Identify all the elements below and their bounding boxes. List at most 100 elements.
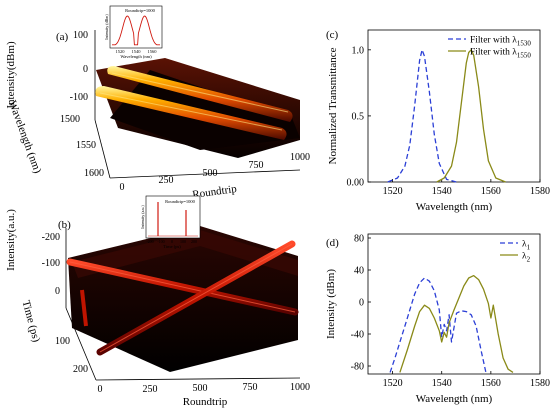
panel-b-y-axis-line	[65, 307, 97, 381]
panel-a-ridge-highlight	[111, 72, 289, 113]
panel-b-inset-xlabel: Time (ps)	[163, 244, 181, 249]
x-tick-label: 1560	[481, 378, 501, 389]
x-tick-label: 1520	[383, 378, 403, 389]
panel-b-pulse-highlight-2	[99, 243, 293, 353]
series-line-2	[399, 274, 514, 373]
panel-d-xlabel: Wavelength (nm)	[416, 393, 493, 405]
panel-d-ticks: 1520 1540 1560 1580 80 40 0 -40 -80	[351, 234, 550, 390]
panel-b-y-label: Time (ps)	[20, 299, 43, 344]
legend-label: Filter with λ1550	[470, 48, 531, 60]
y-tick-label: 0.5	[352, 111, 365, 122]
panel-a-inset-ylabel: Intensity (dBm)	[104, 14, 109, 40]
panel-b-inset-x-tick: -200	[146, 239, 153, 244]
panel-b-tick: 0	[55, 286, 60, 297]
panel-b-surface-back	[72, 230, 298, 278]
legend-label: Filter with λ1530	[470, 36, 531, 48]
legend-label: λ2	[522, 252, 531, 264]
panel-b-x-label: Roundtrip	[183, 396, 228, 408]
panel-a-z-tick: 0	[83, 64, 88, 75]
panel-d-series	[389, 274, 514, 373]
panel-a-inset: Roundtrip=1000 Intensity (dBm) 1520 1540…	[104, 5, 163, 59]
panel-a-ridge-lower	[95, 86, 287, 140]
x-tick-label: 1540	[432, 378, 452, 389]
panel-c-xlabel: Wavelength (nm)	[416, 201, 493, 213]
series-line-1	[389, 277, 487, 373]
panel-a-ridge-upper	[107, 66, 293, 122]
panel-b-inset: Roundtrip=1000 Intensity (a.u.) -200 -10…	[140, 195, 201, 249]
panel-a-x-tick: 0	[120, 182, 125, 193]
y-tick-label: -40	[351, 330, 364, 341]
panel-c-ticks: 1520 1540 1560 1580 0.00 0.5 1.0	[347, 45, 550, 197]
panel-a-inset-x-tick: 1540	[132, 49, 142, 54]
panel-b-tick: 100	[55, 336, 70, 347]
panel-a-inset-spectrum	[112, 15, 160, 46]
panel-a: 100 0 -100 1500 1550 1600 0 250 500 750 …	[5, 5, 310, 201]
panel-c-series	[387, 49, 506, 183]
panel-b-pulse-stub	[80, 289, 88, 327]
x-tick-label: 1580	[530, 186, 550, 197]
panel-a-y-tick: 1600	[84, 168, 104, 179]
panel-b-pulse-highlight-1	[69, 261, 296, 313]
panel-b-x-tick: 750	[243, 382, 258, 393]
panel-a-inset-annotation: Roundtrip=1000	[125, 8, 156, 13]
series-line-2	[436, 49, 506, 183]
y-tick-label: 0.00	[347, 178, 365, 189]
panel-c: (c) Wavelength (nm) Normalized Transmitt…	[326, 29, 550, 213]
panel-b-inset-x-tick: -100	[157, 239, 164, 244]
panel-b-inset-annotation: Roundtrip=1000	[165, 199, 196, 204]
panel-a-y-tick: 1550	[76, 140, 96, 151]
panel-b-tick: 200	[73, 364, 88, 375]
panel-c-ylabel: Normalized Transmittance	[327, 47, 339, 164]
panel-b-inset-x-tick: 200	[191, 239, 197, 244]
panel-d: (d) Wavelength (nm) Intensity (dBm) 1520…	[325, 234, 550, 406]
panel-b-inset-ylabel: Intensity (a.u.)	[140, 205, 145, 229]
panel-b-x-tick: 250	[143, 384, 158, 395]
series-line-1	[387, 49, 457, 183]
y-tick-label: 40	[354, 266, 364, 277]
x-tick-label: 1520	[383, 186, 403, 197]
panel-a-ridge-highlight	[99, 92, 283, 131]
panel-b-x-axis-line	[95, 377, 301, 381]
x-tick-label: 1560	[481, 186, 501, 197]
panel-b-x-tick: 0	[98, 384, 103, 395]
panel-d-ylabel: Intensity (dBm)	[325, 269, 337, 339]
x-tick-label: 1540	[432, 186, 452, 197]
panel-a-x-tick: 750	[249, 160, 264, 171]
panel-a-x-tick: 500	[203, 168, 218, 179]
panel-b-x-tick: 1000	[290, 382, 310, 393]
panel-b-inset-x-tick: 100	[180, 239, 186, 244]
panel-a-z-tick: 100	[73, 30, 88, 41]
panel-d-frame	[367, 233, 541, 375]
panel-b-inset-frame	[145, 195, 201, 239]
panel-b-inset-x-tick: 0	[171, 239, 173, 244]
panel-b-z-label: Intensity(a.u.)	[5, 209, 17, 271]
panel-a-inset-x-tick: 1520	[116, 49, 126, 54]
panel-a-y-label: Wavelength (nm)	[6, 99, 44, 175]
panel-a-x-tick: 250	[159, 175, 174, 186]
panel-b-x-tick: 500	[193, 383, 208, 394]
panel-a-z-tick: -100	[70, 92, 88, 103]
y-tick-label: -80	[351, 362, 364, 373]
panel-b-tick: -200	[42, 232, 60, 243]
panel-b-label: (b)	[58, 219, 71, 231]
panel-a-x-axis-line	[109, 169, 301, 179]
panel-a-y-axis-line	[94, 119, 111, 179]
panel-a-y-tick: 1500	[60, 114, 80, 125]
panel-b: -200 -100 0 100 200 0 250 500 750 1000 I…	[5, 195, 310, 408]
y-tick-label: 1.0	[352, 45, 365, 56]
y-tick-label: 0	[359, 298, 364, 309]
panel-b-tick: -100	[42, 258, 60, 269]
y-tick-label: 80	[354, 234, 364, 245]
legend-label: λ1	[522, 240, 531, 252]
panel-c-label: (c)	[326, 29, 339, 41]
panel-a-label: (a)	[56, 31, 69, 43]
panel-d-label: (d)	[326, 237, 339, 249]
panel-a-z-label: Intensity(dBm)	[5, 41, 17, 109]
x-tick-label: 1580	[530, 378, 550, 389]
panel-a-inset-x-tick: 1560	[148, 49, 158, 54]
panel-a-x-tick: 1000	[290, 152, 310, 163]
panel-a-inset-xlabel: Wavelength (nm)	[120, 54, 152, 59]
